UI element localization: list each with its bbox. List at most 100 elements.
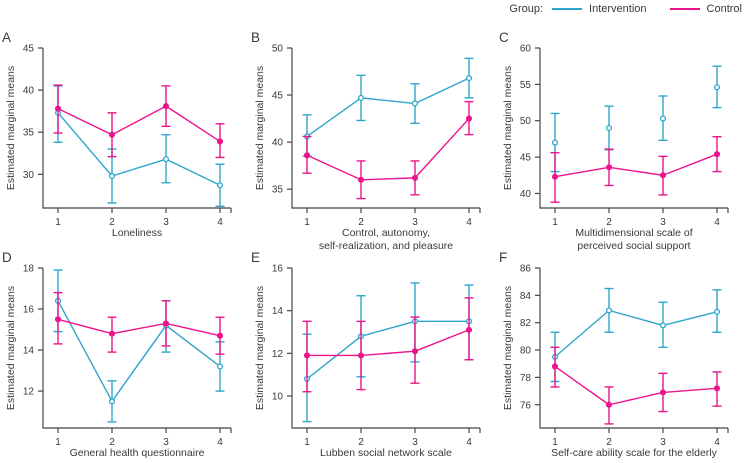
data-point-marker — [659, 172, 667, 179]
data-point-marker — [357, 352, 365, 359]
data-point-marker — [605, 307, 613, 314]
data-point-marker — [411, 100, 419, 107]
series-line — [306, 320, 469, 380]
x-axis-label-self-care: Self-care ability scale for the elderly — [514, 447, 745, 460]
series-control — [53, 291, 225, 355]
x-tick-label: 3 — [660, 217, 666, 228]
data-point-marker — [216, 332, 224, 339]
series-line — [554, 309, 718, 358]
series-line — [57, 105, 221, 143]
x-tick-label: 1 — [304, 217, 310, 228]
y-tick-label: 76 — [520, 400, 532, 411]
panel-c: C 40 45 50 55 60 1 2 3 4 Estimated marginal means… — [497, 24, 745, 252]
series-intervention — [302, 57, 474, 157]
series-line — [554, 365, 718, 406]
data-point-marker — [411, 174, 419, 181]
y-axis-label: Estimated marginal means — [5, 286, 17, 410]
legend: Group: Intervention Control — [509, 3, 742, 15]
x-axis-label-line: Loneliness — [111, 227, 163, 239]
series-intervention — [53, 85, 225, 208]
y-tick-label: 40 — [272, 138, 284, 149]
series-line — [306, 118, 470, 181]
x-tick-label: 1 — [552, 437, 558, 448]
x-tick-label: 3 — [163, 217, 169, 228]
legend-entry-label: Control — [706, 3, 742, 15]
x-axis-label-line: self-realization, and pleasure — [318, 239, 454, 252]
panel-a: A 30 35 40 45 1 2 3 4 Estimated marginal means L… — [0, 24, 248, 244]
y-axis-label: Estimated marginal means — [254, 286, 266, 410]
legend-entry-control: Control — [669, 3, 742, 15]
data-point-marker — [713, 308, 721, 315]
panel-letter-a: A — [2, 30, 12, 45]
series-line — [554, 153, 718, 178]
y-tick-label: 45 — [272, 91, 284, 102]
x-axis-label-lubben-scale: Lubben social network scale — [266, 447, 506, 460]
panel-letter-e: E — [251, 250, 261, 265]
series-control — [302, 297, 474, 393]
axis-lines — [291, 48, 480, 209]
data-point-marker — [605, 164, 613, 171]
series-control — [302, 100, 474, 200]
x-axis-label-line: Lubben social network scale — [320, 447, 452, 459]
control-line-swatch — [669, 8, 700, 10]
panel-f: F 76 78 80 82 84 86 1 2 3 4 Estimated marginal mea… — [497, 244, 745, 463]
data-point-marker — [108, 131, 116, 138]
data-point-marker — [605, 124, 613, 132]
x-tick-label: 4 — [217, 437, 223, 448]
data-point-marker — [713, 151, 721, 158]
y-tick-label: 14 — [23, 346, 35, 357]
legend-title: Group: — [509, 3, 544, 15]
y-tick-label: 78 — [520, 373, 532, 384]
y-tick-label: 18 — [23, 264, 35, 275]
x-tick-label: 2 — [358, 217, 364, 228]
x-tick-label: 3 — [412, 217, 418, 228]
series-intervention — [53, 269, 225, 423]
y-tick-label: 45 — [23, 44, 35, 55]
y-tick-label: 86 — [520, 264, 532, 275]
y-tick-label: 40 — [23, 86, 35, 97]
data-point-marker — [162, 156, 170, 163]
y-tick-label: 30 — [23, 170, 35, 181]
plot-control-autonomy: 35 40 45 50 1 2 3 4 Estimated marginal means — [254, 44, 481, 228]
x-tick-label: 2 — [109, 437, 115, 448]
x-tick-label: 4 — [217, 217, 223, 228]
data-point-marker — [303, 352, 311, 359]
plot-loneliness: 30 35 40 45 1 2 3 4 Estimated marginal means — [5, 44, 232, 228]
y-tick-label: 35 — [272, 185, 284, 196]
axis-lines — [291, 268, 480, 429]
y-tick-label: 50 — [272, 44, 284, 55]
y-axis-label: Estimated marginal means — [5, 66, 17, 190]
data-point-marker — [357, 176, 365, 183]
data-point-marker — [108, 330, 116, 337]
x-tick-label: 2 — [606, 217, 612, 228]
data-point-marker — [108, 398, 116, 405]
x-axis-label-line: Self-care ability scale for the elderly — [551, 447, 717, 459]
series-intervention — [550, 287, 722, 383]
series-line — [57, 112, 221, 186]
data-point-marker — [216, 182, 224, 189]
data-point-marker — [411, 348, 419, 355]
panel-letter-d: D — [2, 250, 12, 265]
y-tick-label: 60 — [520, 44, 532, 55]
y-tick-label: 35 — [23, 128, 35, 139]
series-control — [53, 84, 225, 159]
x-tick-label: 2 — [606, 437, 612, 448]
series-line — [57, 318, 221, 337]
y-axis-label: Estimated marginal means — [502, 286, 514, 410]
data-point-marker — [162, 103, 170, 110]
x-tick-label: 1 — [55, 437, 61, 448]
series-intervention — [302, 282, 474, 423]
data-point-marker — [216, 363, 224, 370]
intervention-line-swatch — [552, 8, 583, 10]
x-axis-label-general-health: General health questionnaire — [17, 447, 257, 460]
data-point-marker — [216, 138, 224, 145]
y-tick-label: 14 — [272, 306, 284, 317]
y-axis-label: Estimated marginal means — [502, 66, 514, 190]
data-point-marker — [659, 115, 667, 122]
x-axis-label-social-support: Multidimensional scale of perceived socia… — [514, 227, 745, 252]
x-axis-label-line: perceived social support — [577, 239, 691, 252]
series-intervention — [550, 65, 722, 173]
panel-b: B 35 40 45 50 1 2 3 4 Estimated marginal means C… — [249, 24, 497, 252]
axis-lines — [539, 48, 728, 209]
